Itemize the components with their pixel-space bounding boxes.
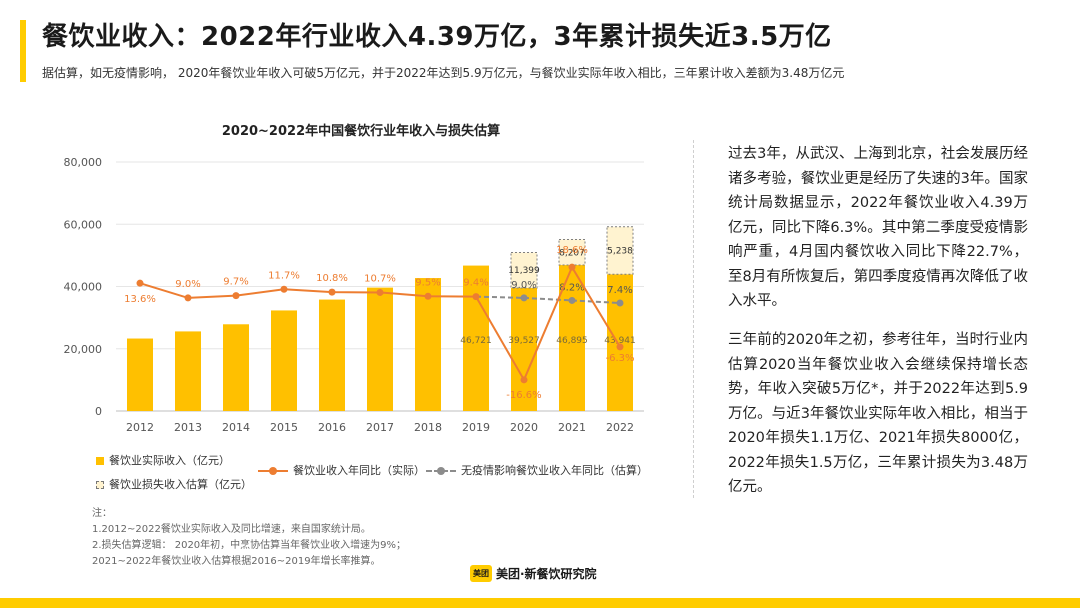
bar-value-label: 46,895 (556, 336, 588, 346)
loss-estimate-box (606, 226, 634, 275)
estimated-yoy-point (616, 299, 624, 307)
actual-yoy-label: 9.7% (223, 277, 248, 288)
footnotes: 注： 1.2012~2022餐饮业实际收入及同比增速，来自国家统计局。 2.损失… (92, 506, 406, 570)
revenue-bar (127, 338, 153, 411)
actual-yoy-label: -16.6% (506, 390, 541, 401)
actual-yoy-point (616, 343, 624, 351)
x-tick-label: 2013 (174, 421, 202, 434)
legend-actual-revenue: 餐饮业实际收入（亿元） (96, 452, 230, 468)
actual-yoy-label: -6.3% (605, 353, 634, 364)
actual-yoy-point (184, 294, 192, 302)
actual-yoy-point (280, 285, 288, 293)
actual-yoy-point (136, 279, 144, 287)
actual-yoy-label: 10.8% (316, 273, 348, 284)
page-title: 餐饮业收入：2022年行业收入4.39万亿，3年累计损失近3.5万亿 (42, 22, 832, 52)
actual-yoy-point (232, 292, 240, 300)
legend-dash-swatch (426, 466, 456, 476)
estimated-yoy-point (520, 294, 528, 302)
footer-accent-bar (0, 598, 1080, 608)
y-tick-label: 40,000 (64, 281, 103, 294)
actual-yoy-label: 18.6% (556, 245, 588, 256)
x-tick-label: 2017 (366, 421, 394, 434)
legend-bar-swatch (96, 457, 104, 465)
legend-loss-swatch (96, 481, 104, 489)
footnote-line: 2021~2022年餐饮业收入估算根据2016~2019年增长率推算。 (92, 556, 381, 567)
revenue-bar (607, 274, 633, 411)
commentary-paragraph-2: 三年前的2020年之初，参考往年，当时行业内估算2020当年餐饮业收入会继续保持… (728, 332, 1028, 495)
revenue-bar (415, 278, 441, 411)
y-tick-label: 0 (95, 405, 102, 418)
loss-estimate-box (558, 238, 586, 266)
x-tick-label: 2018 (414, 421, 442, 434)
revenue-bar (367, 287, 393, 411)
revenue-bar (511, 287, 537, 411)
x-tick-label: 2014 (222, 421, 250, 434)
x-tick-label: 2022 (606, 421, 634, 434)
revenue-bar (175, 331, 201, 411)
revenue-bar (223, 324, 249, 411)
meituan-logo-icon: 美团 (470, 565, 492, 582)
estimated-yoy-label: 8.2% (559, 282, 584, 293)
title-accent-bar (20, 20, 26, 82)
loss-value-label: 8,207 (559, 248, 585, 258)
x-tick-label: 2021 (558, 421, 586, 434)
x-tick-label: 2012 (126, 421, 154, 434)
estimated-yoy-label: 7.4% (607, 285, 632, 296)
y-tick-label: 60,000 (64, 218, 103, 231)
actual-yoy-point (328, 288, 336, 296)
actual-yoy-point (568, 263, 576, 271)
legend-loss-estimate-label: 餐饮业损失收入估算（亿元） (109, 478, 252, 491)
estimated-yoy-line (475, 295, 621, 305)
footnote-line: 1.2012~2022餐饮业实际收入及同比增速，来自国家统计局。 (92, 524, 371, 535)
x-tick-label: 2019 (462, 421, 490, 434)
actual-yoy-point (520, 376, 528, 384)
actual-yoy-label: 9.5% (415, 277, 440, 288)
legend-estimated-yoy: 无疫情影响餐饮业收入年同比（估算） (426, 462, 648, 478)
legend-line-swatch (258, 466, 288, 476)
actual-yoy-point (424, 292, 432, 300)
actual-yoy-label: 13.6% (124, 294, 156, 305)
actual-yoy-point (376, 288, 384, 296)
footnote-line: 注： (92, 508, 112, 519)
revenue-bar (271, 310, 297, 411)
legend-actual-yoy-label: 餐饮业收入年同比（实际） (293, 464, 425, 477)
chart-title: 2020~2022年中国餐饮行业年收入与损失估算 (221, 124, 501, 139)
loss-estimate-box (510, 251, 538, 289)
actual-yoy-label: 9.0% (175, 279, 200, 290)
commentary-paragraph-1: 过去3年，从武汉、上海到北京，社会发展历经诸多考验，餐饮业更是经历了失速的3年。… (728, 146, 1028, 309)
estimated-yoy-label: 9.0% (511, 280, 536, 291)
bar-value-label: 39,527 (508, 336, 540, 346)
bar-value-label: 43,941 (604, 336, 636, 346)
loss-value-label: 11,399 (508, 266, 540, 276)
actual-yoy-label: 11.7% (268, 270, 300, 281)
page-subtitle: 据估算，如无疫情影响， 2020年餐饮业年收入可破5万亿元，并于2022年达到5… (42, 66, 845, 80)
y-tick-label: 80,000 (64, 156, 103, 169)
x-tick-label: 2016 (318, 421, 346, 434)
brand-name: 美团·新餐饮研究院 (496, 567, 597, 581)
revenue-chart: 0 20,000 40,000 60,000 80,000 2012 2013 2014 201… (64, 156, 644, 434)
legend-estimated-yoy-label: 无疫情影响餐饮业收入年同比（估算） (461, 464, 648, 477)
footnote-line: 2.损失估算逻辑： 2020年初，中烹协估算当年餐饮业收入增速为9%； (92, 540, 407, 551)
actual-yoy-point (472, 293, 480, 301)
actual-yoy-label: 9.4% (463, 278, 488, 289)
revenue-bar (463, 265, 489, 411)
bar-value-label: 46,721 (460, 336, 492, 346)
x-tick-label: 2020 (510, 421, 538, 434)
brand-logo: 美团 美团·新餐饮研究院 (470, 563, 597, 582)
legend-actual-revenue-label: 餐饮业实际收入（亿元） (109, 454, 230, 467)
legend-actual-yoy: 餐饮业收入年同比（实际） (258, 462, 425, 478)
x-tick-label: 2015 (270, 421, 298, 434)
estimated-yoy-point (568, 296, 576, 304)
actual-yoy-label: 10.7% (364, 273, 396, 284)
revenue-bar (319, 299, 345, 411)
section-divider (693, 140, 694, 498)
legend-loss-estimate: 餐饮业损失收入估算（亿元） (96, 476, 252, 492)
y-tick-label: 20,000 (64, 343, 103, 356)
loss-value-label: 5,238 (607, 247, 633, 257)
